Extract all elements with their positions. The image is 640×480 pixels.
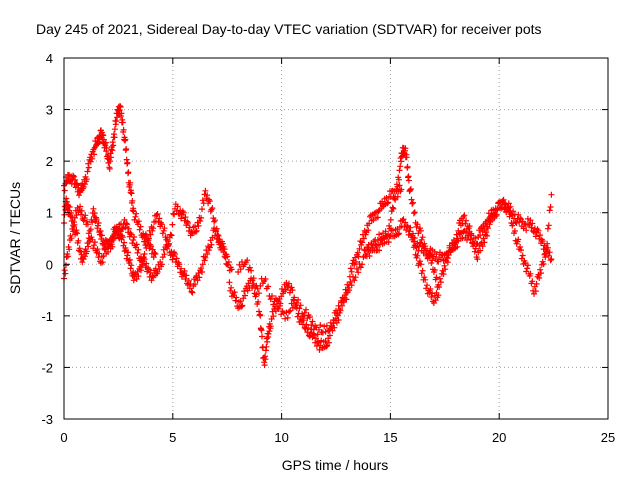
x-tick-label: 0 — [60, 430, 67, 445]
y-tick-labels: -3 -2 -1 0 1 2 3 4 — [41, 51, 53, 427]
plot-points — [61, 103, 555, 369]
y-tick-label: -1 — [41, 309, 53, 324]
y-tick-label: -2 — [41, 360, 53, 375]
plot-frame — [63, 57, 609, 420]
axis-ticks — [63, 57, 609, 420]
data-point-markers — [409, 191, 555, 306]
y-tick-label: 2 — [46, 154, 53, 169]
series-7 — [409, 191, 555, 306]
data-point-markers — [235, 144, 442, 338]
x-tick-label: 15 — [383, 430, 397, 445]
y-axis-title: SDTVAR / TECUs — [7, 182, 23, 294]
x-tick-label: 25 — [601, 430, 615, 445]
x-tick-label: 10 — [274, 430, 288, 445]
y-tick-label: 4 — [46, 51, 53, 66]
x-tick-labels: 0 5 10 15 20 25 — [60, 430, 615, 445]
x-tick-label: 5 — [169, 430, 176, 445]
data-point-markers — [61, 195, 231, 296]
x-tick-label: 20 — [492, 430, 506, 445]
series-4 — [226, 182, 405, 369]
y-tick-label: 3 — [46, 103, 53, 118]
series-5 — [235, 144, 442, 338]
y-tick-label: 0 — [46, 257, 53, 272]
y-tick-label: -3 — [41, 412, 53, 427]
series-1 — [61, 195, 231, 296]
y-tick-label: 1 — [46, 206, 53, 221]
chart-title: Day 245 of 2021, Sidereal Day-to-day VTE… — [36, 21, 542, 37]
x-axis-title: GPS time / hours — [282, 457, 389, 473]
data-point-markers — [226, 182, 405, 369]
